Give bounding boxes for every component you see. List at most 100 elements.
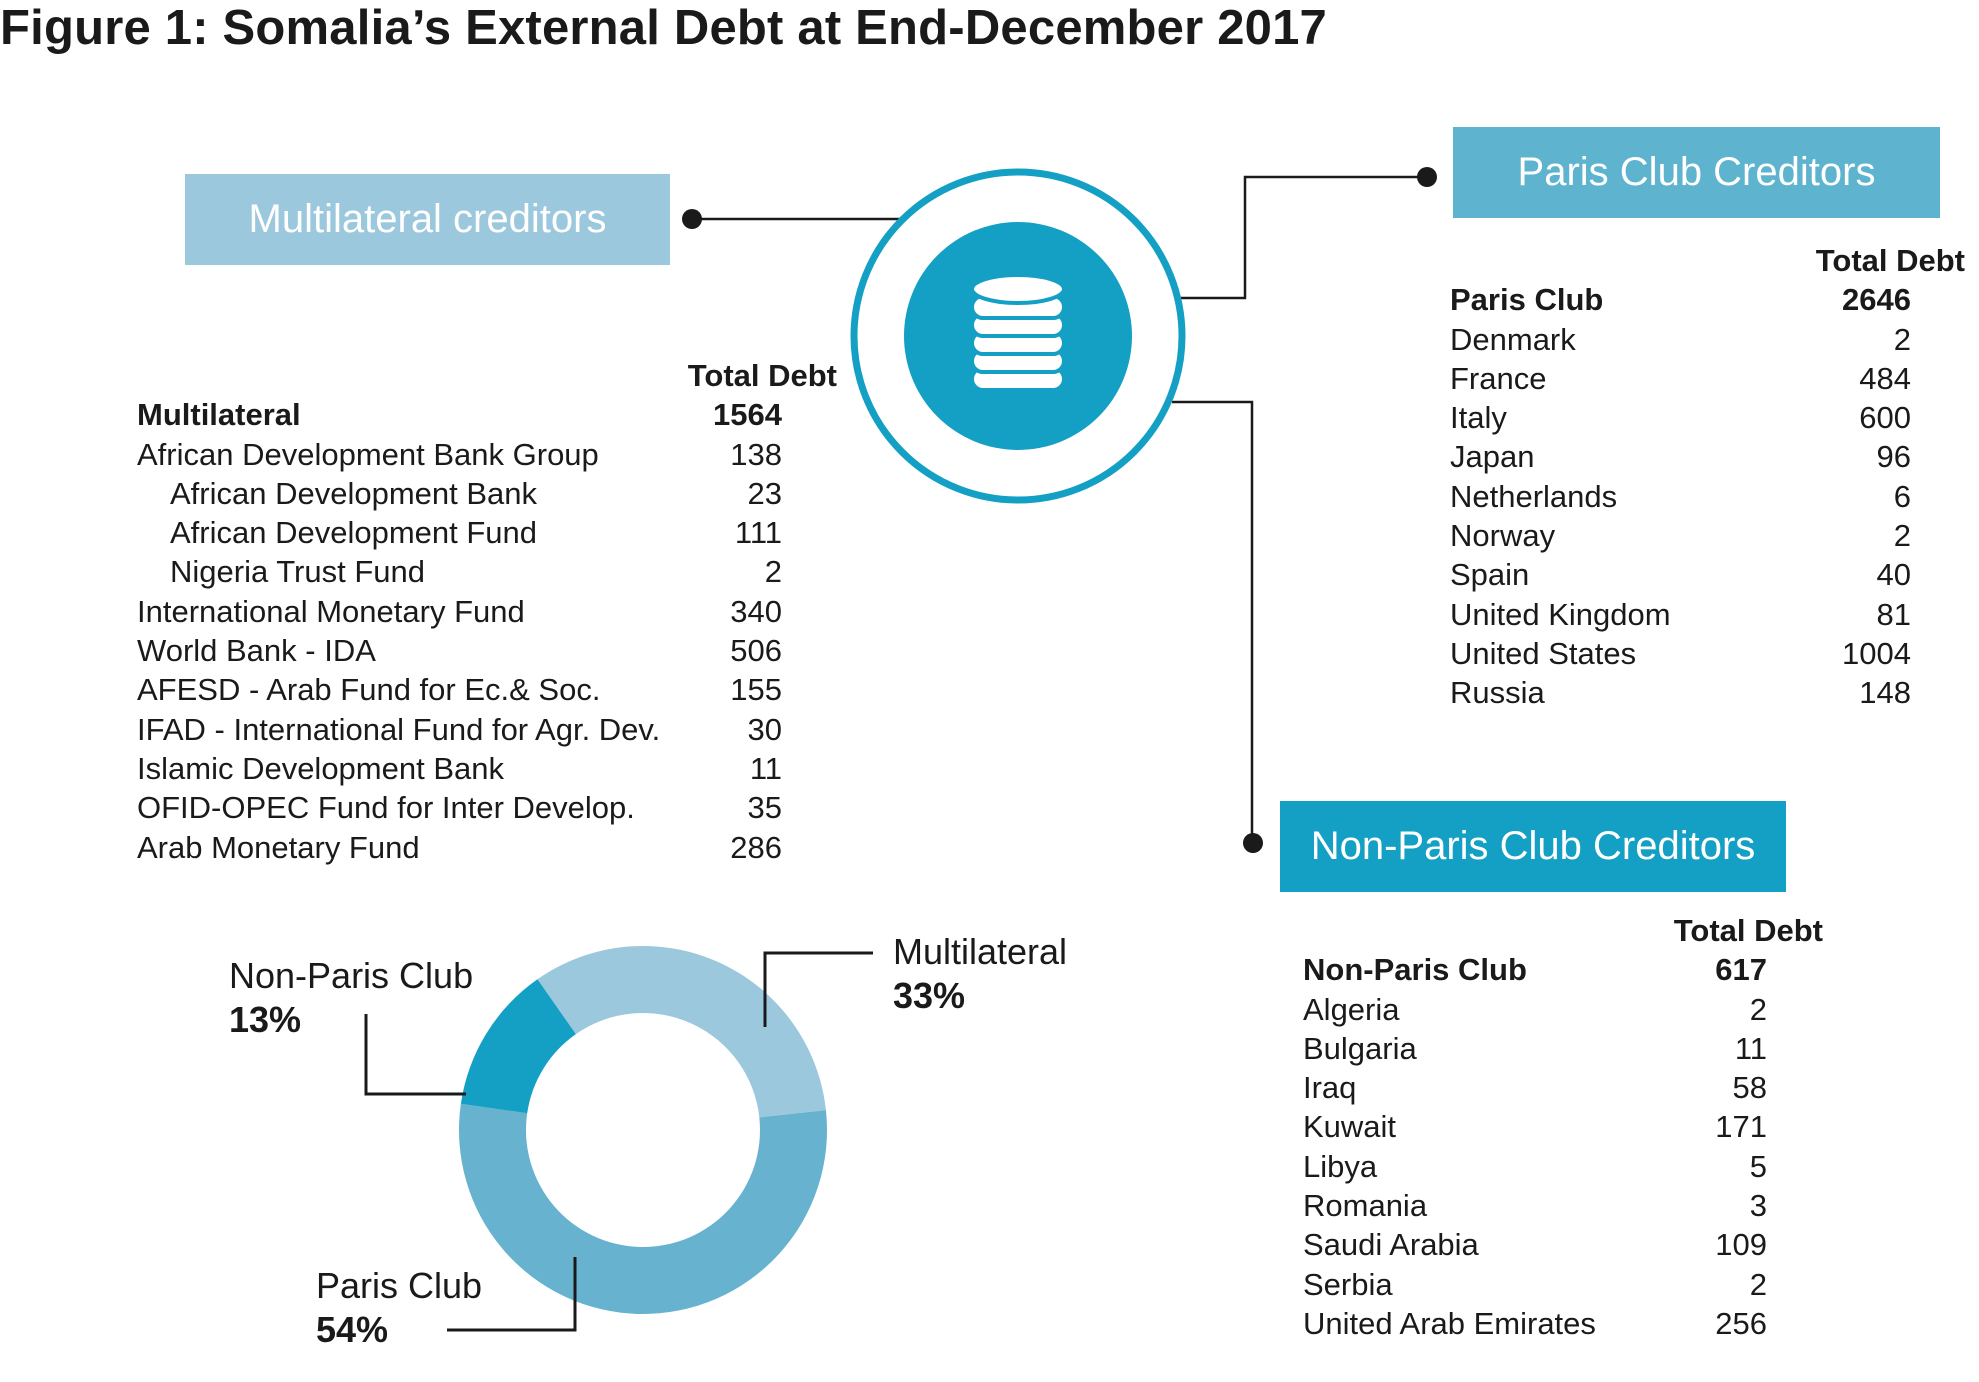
donut-label-non-paris-club: Non-Paris Club 13% xyxy=(229,954,473,1042)
connector-non-paris-club xyxy=(1172,400,1254,845)
creditor-name: France xyxy=(1450,360,1547,396)
debt-value: 2646 xyxy=(1842,282,1911,318)
table-row: Romania 3 xyxy=(1303,1186,1823,1225)
creditor-name: International Monetary Fund xyxy=(137,593,525,629)
debt-value: 600 xyxy=(1859,400,1911,436)
creditor-name: United Kingdom xyxy=(1450,596,1671,632)
paris-club-creditors-banner: Paris Club Creditors xyxy=(1453,127,1940,218)
creditor-name: Paris Club xyxy=(1450,282,1604,318)
debt-value: 35 xyxy=(747,790,782,826)
table-row: Iraq 58 xyxy=(1303,1068,1823,1107)
leader-non-paris-club xyxy=(364,1014,466,1096)
table-row: United States 1004 xyxy=(1450,634,1965,673)
creditor-name: Islamic Development Bank xyxy=(137,750,504,786)
donut-label-name: Multilateral xyxy=(893,931,1068,972)
multilateral-creditors-banner: Multilateral creditors xyxy=(185,174,670,265)
debt-value: 138 xyxy=(730,436,782,472)
debt-value: 11 xyxy=(749,750,782,786)
table-row: Saudi Arabia 109 xyxy=(1303,1225,1823,1264)
creditor-name: Bulgaria xyxy=(1303,1030,1417,1066)
table-row: Serbia 2 xyxy=(1303,1265,1823,1304)
table-row: Russia 148 xyxy=(1450,673,1965,712)
figure-title: Figure 1: Somalia’s External Debt at End… xyxy=(0,1,1328,55)
debt-value: 2 xyxy=(1749,991,1767,1027)
donut-leader-lines xyxy=(364,951,873,1332)
connector-dot-non-paris-club xyxy=(1243,833,1263,853)
table-total-row: Non-Paris Club 617 xyxy=(1303,950,1823,989)
creditor-name: Algeria xyxy=(1303,991,1400,1027)
table-row: Netherlands 6 xyxy=(1450,477,1965,516)
table-row: Algeria 2 xyxy=(1303,990,1823,1029)
creditor-name: Non-Paris Club xyxy=(1303,952,1527,988)
debt-value: 6 xyxy=(1893,478,1911,514)
creditor-name: World Bank - IDA xyxy=(137,633,376,669)
table-row: Japan 96 xyxy=(1450,437,1965,476)
creditor-name: Libya xyxy=(1303,1148,1378,1184)
creditor-name: African Development Fund xyxy=(170,515,538,551)
table-row: Islamic Development Bank 11 xyxy=(137,749,837,788)
debt-value: 506 xyxy=(730,633,782,669)
debt-value: 111 xyxy=(734,515,782,551)
table-row: United Arab Emirates 256 xyxy=(1303,1304,1823,1343)
table-row: World Bank - IDA 506 xyxy=(137,631,837,670)
creditor-name: United Arab Emirates xyxy=(1303,1305,1596,1341)
total-debt-header: Total Debt xyxy=(1815,243,1965,278)
table-row: Arab Monetary Fund 286 xyxy=(137,828,837,867)
debt-value: 256 xyxy=(1715,1305,1767,1341)
creditor-name: African Development Bank Group xyxy=(137,436,599,472)
creditor-name: African Development Bank xyxy=(170,475,538,511)
table-header-row: Total Debt xyxy=(137,356,837,395)
donut-slice-paris-club xyxy=(458,1103,827,1314)
debt-value: 1004 xyxy=(1842,635,1911,671)
creditor-name: Netherlands xyxy=(1450,478,1618,514)
hub xyxy=(850,168,1186,504)
donut-slice-non-paris-club xyxy=(460,979,576,1114)
debt-value: 3 xyxy=(1749,1188,1767,1224)
debt-value: 109 xyxy=(1715,1227,1767,1263)
connector-dot-paris-club xyxy=(1417,167,1437,187)
creditor-name: United States xyxy=(1450,635,1637,671)
donut-label-paris-club: Paris Club 54% xyxy=(316,1264,482,1352)
debt-value: 30 xyxy=(747,711,782,747)
creditor-name: Nigeria Trust Fund xyxy=(170,554,425,590)
debt-value: 2 xyxy=(1893,518,1911,554)
table-row: African Development Fund 111 xyxy=(137,513,837,552)
table-row: Norway 2 xyxy=(1450,516,1965,555)
paris-club-table: Total Debt Paris Club 2646 Denmark 2 France 48… xyxy=(1450,241,1965,713)
donut-slice-multilateral xyxy=(537,946,826,1118)
table-row: African Development Bank Group 138 xyxy=(137,435,837,474)
table-row: Italy 600 xyxy=(1450,398,1965,437)
table-row: Spain 40 xyxy=(1450,555,1965,594)
donut-label-percent: 54% xyxy=(316,1309,389,1350)
table-row: Bulgaria 11 xyxy=(1303,1029,1823,1068)
creditor-name: Multilateral xyxy=(137,397,301,433)
creditor-name: Saudi Arabia xyxy=(1303,1227,1479,1263)
donut-label-percent: 13% xyxy=(229,999,302,1040)
creditor-name: Serbia xyxy=(1303,1266,1393,1302)
table-header-row: Total Debt xyxy=(1303,911,1823,950)
table-row: International Monetary Fund 340 xyxy=(137,592,837,631)
debt-value: 40 xyxy=(1876,557,1911,593)
leader-paris-club xyxy=(447,1257,577,1332)
debt-value: 2 xyxy=(1749,1266,1767,1302)
table-row: Kuwait 171 xyxy=(1303,1107,1823,1146)
table-row: United Kingdom 81 xyxy=(1450,595,1965,634)
creditor-name: Norway xyxy=(1450,518,1556,554)
creditor-name: IFAD - International Fund for Agr. Dev. xyxy=(137,711,661,747)
creditor-name: OFID-OPEC Fund for Inter Develop. xyxy=(137,790,635,826)
table-total-row: Multilateral 1564 xyxy=(137,395,837,434)
debt-value: 5 xyxy=(1749,1148,1767,1184)
debt-value: 286 xyxy=(730,829,782,865)
creditor-name: Italy xyxy=(1450,400,1507,436)
debt-value: 81 xyxy=(1876,596,1911,632)
table-row: African Development Bank 23 xyxy=(137,474,837,513)
debt-value: 2 xyxy=(764,554,782,590)
debt-value: 23 xyxy=(747,475,782,511)
non-paris-club-table: Total Debt Non-Paris Club 617 Algeria 2 Bulga… xyxy=(1303,911,1823,1343)
connector-dot-multilateral xyxy=(682,209,702,229)
creditor-name: Iraq xyxy=(1303,1070,1357,1106)
debt-value: 171 xyxy=(1715,1109,1767,1145)
coin-stack-icon xyxy=(970,273,1066,392)
debt-value: 2 xyxy=(1893,321,1911,357)
